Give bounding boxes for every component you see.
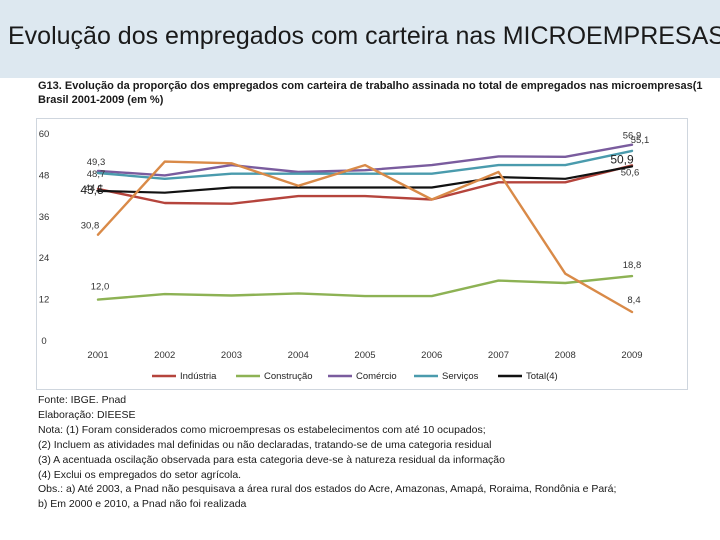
y-tick-label: 60 <box>39 129 50 140</box>
x-tick-label: 2003 <box>221 350 242 361</box>
data-label: 43,5 <box>80 183 104 197</box>
y-tick-label: 36 <box>39 212 50 223</box>
note-obs-a: Obs.: a) Até 2003, a Pnad não pesquisava… <box>38 483 617 496</box>
data-label: 50,9 <box>610 152 634 166</box>
x-tick-label: 2005 <box>354 350 375 361</box>
chart-heading-line-1: G13. Evolução da proporção dos empregado… <box>38 80 703 92</box>
x-tick-label: 2008 <box>555 350 576 361</box>
x-tick-label: 2001 <box>87 350 108 361</box>
legend-label: Indústria <box>180 371 217 382</box>
note-1: Nota: (1) Foram considerados como microe… <box>38 423 486 436</box>
chart-heading-line-2: Brasil 2001-2009 (em %) <box>38 94 164 106</box>
note-3: (3) A acentuada oscilação observada para… <box>38 453 505 466</box>
x-tick-label: 2007 <box>488 350 509 361</box>
y-tick-label: 12 <box>39 295 50 306</box>
series-line-industria <box>96 164 634 205</box>
series-line-comercio <box>96 143 634 177</box>
legend-label: Comércio <box>356 371 397 382</box>
y-tick-label: 0 <box>41 336 46 347</box>
note-source: Fonte: IBGE. Pnad <box>38 394 127 406</box>
data-label: 56,9 <box>623 131 642 142</box>
series-line-total-4 <box>96 165 634 194</box>
data-label: 55,1 <box>631 135 650 146</box>
note-obs-b: b) Em 2000 e 2010, a Pnad não foi realiz… <box>38 498 247 511</box>
y-tick-label: 24 <box>39 253 50 264</box>
series-line-construcao <box>96 274 634 301</box>
legend-label: Construção <box>264 371 313 382</box>
y-tick-label: 48 <box>39 170 50 181</box>
title-bar: Evolução dos empregados com carteira nas… <box>0 0 720 78</box>
series-line-servicos <box>96 149 634 181</box>
note-elaboration: Elaboração: DIEESE <box>38 408 136 421</box>
data-label: 18,8 <box>623 260 642 271</box>
note-4: (4) Exclui os empregados do setor agríco… <box>38 468 242 481</box>
data-label: 44,1 <box>85 183 104 194</box>
data-label: 50,6 <box>621 167 640 178</box>
chart-heading: G13. Evolução da proporção dos empregado… <box>38 79 720 107</box>
data-label: 49,3 <box>87 157 106 168</box>
data-label: 30,8 <box>81 221 100 232</box>
legend-label: Serviços <box>442 371 479 382</box>
slide-title: Evolução dos empregados com carteira nas… <box>8 22 720 50</box>
chart-notes: Fonte: IBGE. Pnad Elaboração: DIEESE Not… <box>38 393 718 512</box>
data-label: 8,4 <box>627 295 640 306</box>
x-tick-label: 2002 <box>154 350 175 361</box>
data-label: 12,0 <box>91 282 110 293</box>
legend-label: Total(4) <box>526 371 558 382</box>
x-tick-label: 2009 <box>621 350 642 361</box>
x-tick-label: 2006 <box>421 350 442 361</box>
series-line-unlabeled <box>96 160 634 314</box>
note-2: (2) Incluem as atividades mal definidas … <box>38 438 492 451</box>
x-tick-label: 2004 <box>288 350 309 361</box>
data-label: 48,7 <box>87 169 106 180</box>
